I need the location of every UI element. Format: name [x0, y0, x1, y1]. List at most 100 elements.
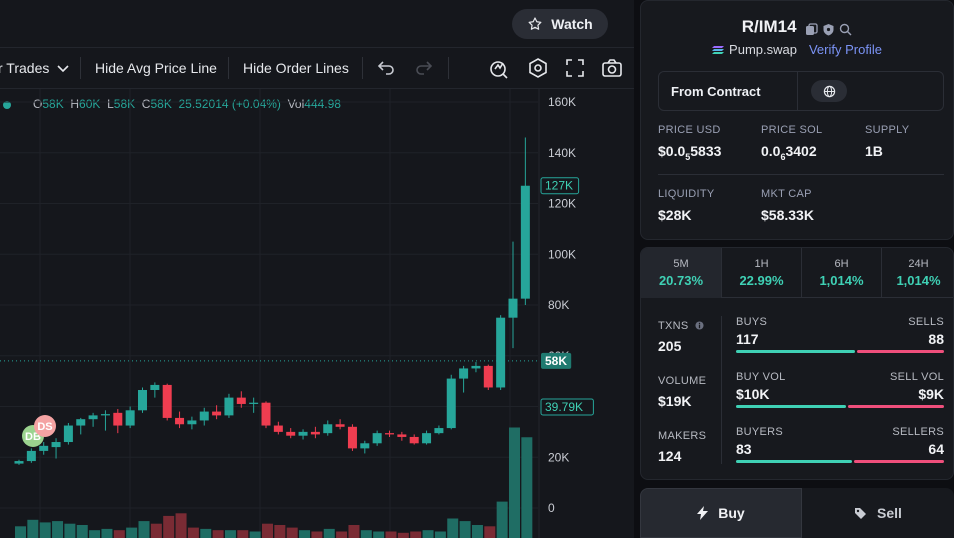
candle-body: [483, 365, 493, 388]
trades-label: r Trades: [0, 60, 50, 76]
volume-bar: [410, 531, 422, 538]
volume-bar: [163, 515, 175, 538]
token-name: R/IM14: [741, 17, 797, 36]
liquidity-stat: LIQUIDITY $28K: [658, 188, 715, 223]
shield-icon[interactable]: [822, 21, 835, 36]
transactions-card: 5M 20.73% 1H 22.99% 6H 1,014% 24H 1,014%…: [640, 247, 954, 480]
buy-tab[interactable]: Buy: [640, 488, 802, 538]
search-icon[interactable]: [839, 21, 852, 36]
sell-tab[interactable]: Sell: [802, 488, 954, 538]
ratio-bar: [736, 405, 944, 408]
chart-pane[interactable]: Watch r Trades Hide Avg Price Line Hide …: [0, 0, 634, 538]
makers-stat: MAKERS 124: [658, 430, 706, 464]
makers-label: MAKERS: [658, 430, 707, 442]
chevron-down-icon: [57, 65, 69, 73]
volume-bar: [274, 525, 286, 538]
volume-bar: [434, 531, 446, 538]
volume-bar: [422, 530, 434, 538]
tab-24h[interactable]: 24H 1,014%: [882, 248, 953, 298]
fullscreen-icon[interactable]: [564, 57, 586, 79]
volume-bar: [311, 531, 323, 538]
trade-marker-label: DS: [37, 421, 52, 433]
close-label: C: [141, 97, 151, 111]
low-label: L: [107, 97, 114, 111]
hide-avg-price-line-button[interactable]: Hide Avg Price Line: [95, 60, 217, 76]
sells-label: SELLS: [908, 316, 944, 328]
verify-profile-link[interactable]: Verify Profile: [808, 42, 882, 57]
price-tag-box: [540, 177, 580, 195]
trade-marker-ds[interactable]: DS: [34, 415, 56, 437]
dex-label[interactable]: Pump.swap: [729, 42, 797, 57]
candle-body: [63, 425, 73, 443]
settings-hexagon-icon[interactable]: [527, 57, 549, 79]
open-label: O: [33, 97, 43, 111]
volume-bar: [360, 530, 372, 538]
candle-body: [26, 450, 36, 462]
tag-icon: [855, 507, 867, 519]
volume-bar: [27, 519, 39, 538]
volume-bar: [150, 523, 162, 538]
redo-icon[interactable]: [413, 57, 435, 79]
candle-body: [113, 412, 123, 426]
volume-label: Vol: [287, 97, 305, 111]
market-cap-stat: MKT CAP $58.33K: [761, 188, 814, 223]
buy-bar: [736, 405, 847, 408]
candle-body: [471, 365, 481, 369]
open-value: 58K: [42, 97, 64, 111]
candle-body: [125, 410, 135, 426]
candle-body: [51, 442, 61, 448]
ratio-bar: [736, 350, 944, 353]
tab-6h-value: 1,014%: [819, 273, 864, 288]
tab-1h[interactable]: 1H 22.99%: [722, 248, 801, 298]
liquidity-value: $28K: [658, 207, 692, 223]
tab-divider: [881, 248, 882, 298]
contract-box[interactable]: From Contract: [658, 71, 944, 111]
watch-button[interactable]: Watch: [512, 9, 608, 39]
volume-bar: [76, 525, 88, 538]
candle-body: [175, 417, 185, 425]
change-value: 25.52014 (+0.04%): [178, 97, 281, 111]
candle-body: [273, 425, 283, 432]
camera-icon[interactable]: [601, 57, 623, 79]
sell-vol-value: $9K: [918, 386, 944, 402]
tab-6h[interactable]: 6H 1,014%: [802, 248, 881, 298]
buy-vol-label: BUY VOL: [736, 371, 786, 383]
hide-order-lines-button[interactable]: Hide Order Lines: [243, 60, 349, 76]
candle-body: [286, 431, 296, 436]
volume-bar: [52, 521, 64, 538]
volume-bar: [175, 513, 187, 538]
token-subtitle: Pump.swap Verify Profile: [641, 42, 953, 57]
candle-body: [459, 368, 469, 379]
price-sol-value: 0.063402: [761, 143, 817, 162]
volume-bar: [447, 518, 459, 538]
sell-bar: [856, 350, 944, 353]
buy-bar: [736, 460, 853, 463]
tab-5m[interactable]: 5M 20.73%: [641, 248, 721, 298]
copy-icon[interactable]: [805, 21, 818, 36]
price-tag-label: 127K: [545, 179, 573, 193]
candlestick-chart[interactable]: 160K140K120K100K80K60K40K20K0DBDS127K58K…: [0, 89, 634, 538]
volume-bar: [459, 521, 471, 538]
supply-stat: SUPPLY 1B: [865, 124, 909, 159]
price-sol-label: PRICE SOL: [761, 124, 823, 136]
candle-body: [422, 433, 432, 444]
volume-bar: [348, 525, 360, 538]
tab-24h-value: 1,014%: [896, 273, 941, 288]
price-tag-box: [540, 398, 594, 416]
liquidity-label: LIQUIDITY: [658, 188, 715, 200]
volume-bar: [200, 528, 212, 538]
indicator-icon[interactable]: [488, 57, 510, 79]
volume-stat-value: $19K: [658, 393, 692, 409]
candle-body: [199, 411, 209, 421]
undo-icon[interactable]: [375, 57, 397, 79]
ratio-bar: [736, 460, 944, 463]
candle-body: [347, 426, 357, 449]
tab-5m-value: 20.73%: [658, 273, 704, 288]
tab-5m-label: 5M: [673, 258, 689, 270]
candle-body: [372, 433, 382, 444]
volume-stat: VOLUME $19K: [658, 375, 706, 409]
globe-icon[interactable]: [811, 80, 847, 102]
y-tick-label: 20K: [548, 450, 569, 464]
tab-6h-label: 6H: [834, 258, 849, 270]
trades-dropdown[interactable]: r Trades: [0, 60, 69, 76]
